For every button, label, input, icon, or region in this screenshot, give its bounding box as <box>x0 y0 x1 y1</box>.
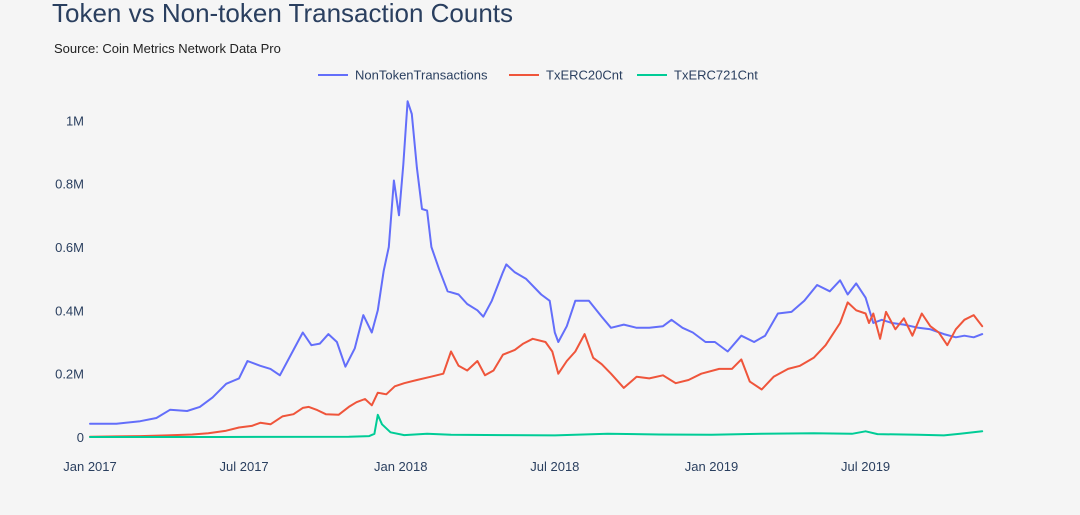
x-tick-label: Jul 2019 <box>841 459 890 474</box>
x-tick-label: Jan 2017 <box>63 459 117 474</box>
legend-label: TxERC721Cnt <box>674 68 758 83</box>
legend: NonTokenTransactions TxERC20Cnt TxERC721Cn… <box>318 68 758 83</box>
legend-item[interactable]: TxERC721Cnt <box>637 68 758 83</box>
y-tick-label: 1M <box>66 113 84 128</box>
y-tick-label: 0.6M <box>55 240 84 255</box>
x-tick-label: Jan 2019 <box>685 459 739 474</box>
legend-item[interactable]: NonTokenTransactions <box>318 68 488 83</box>
series-line-txerc20cnt <box>89 301 984 438</box>
x-tick-label: Jan 2018 <box>374 459 428 474</box>
plot-area <box>89 100 984 438</box>
chart-title: Token vs Non-token Transaction Counts <box>52 0 514 28</box>
x-tick-label: Jul 2018 <box>530 459 579 474</box>
chart-subtitle: Source: Coin Metrics Network Data Pro <box>54 41 281 56</box>
y-tick-label: 0.8M <box>55 177 84 192</box>
x-tick-label: Jul 2017 <box>220 459 269 474</box>
legend-label: TxERC20Cnt <box>546 68 623 83</box>
series-line-nontokentransactions <box>89 100 984 425</box>
legend-item[interactable]: TxERC20Cnt <box>509 68 623 83</box>
y-axis: 0 0.2M 0.4M 0.6M 0.8M 1M <box>55 113 84 445</box>
y-tick-label: 0.2M <box>55 367 84 382</box>
y-tick-label: 0 <box>77 430 84 445</box>
y-tick-label: 0.4M <box>55 303 84 318</box>
x-axis: Jan 2017 Jul 2017 Jan 2018 Jul 2018 Jan 2019… <box>63 459 890 474</box>
series-line-txerc721cnt <box>89 413 984 438</box>
legend-label: NonTokenTransactions <box>355 68 488 83</box>
